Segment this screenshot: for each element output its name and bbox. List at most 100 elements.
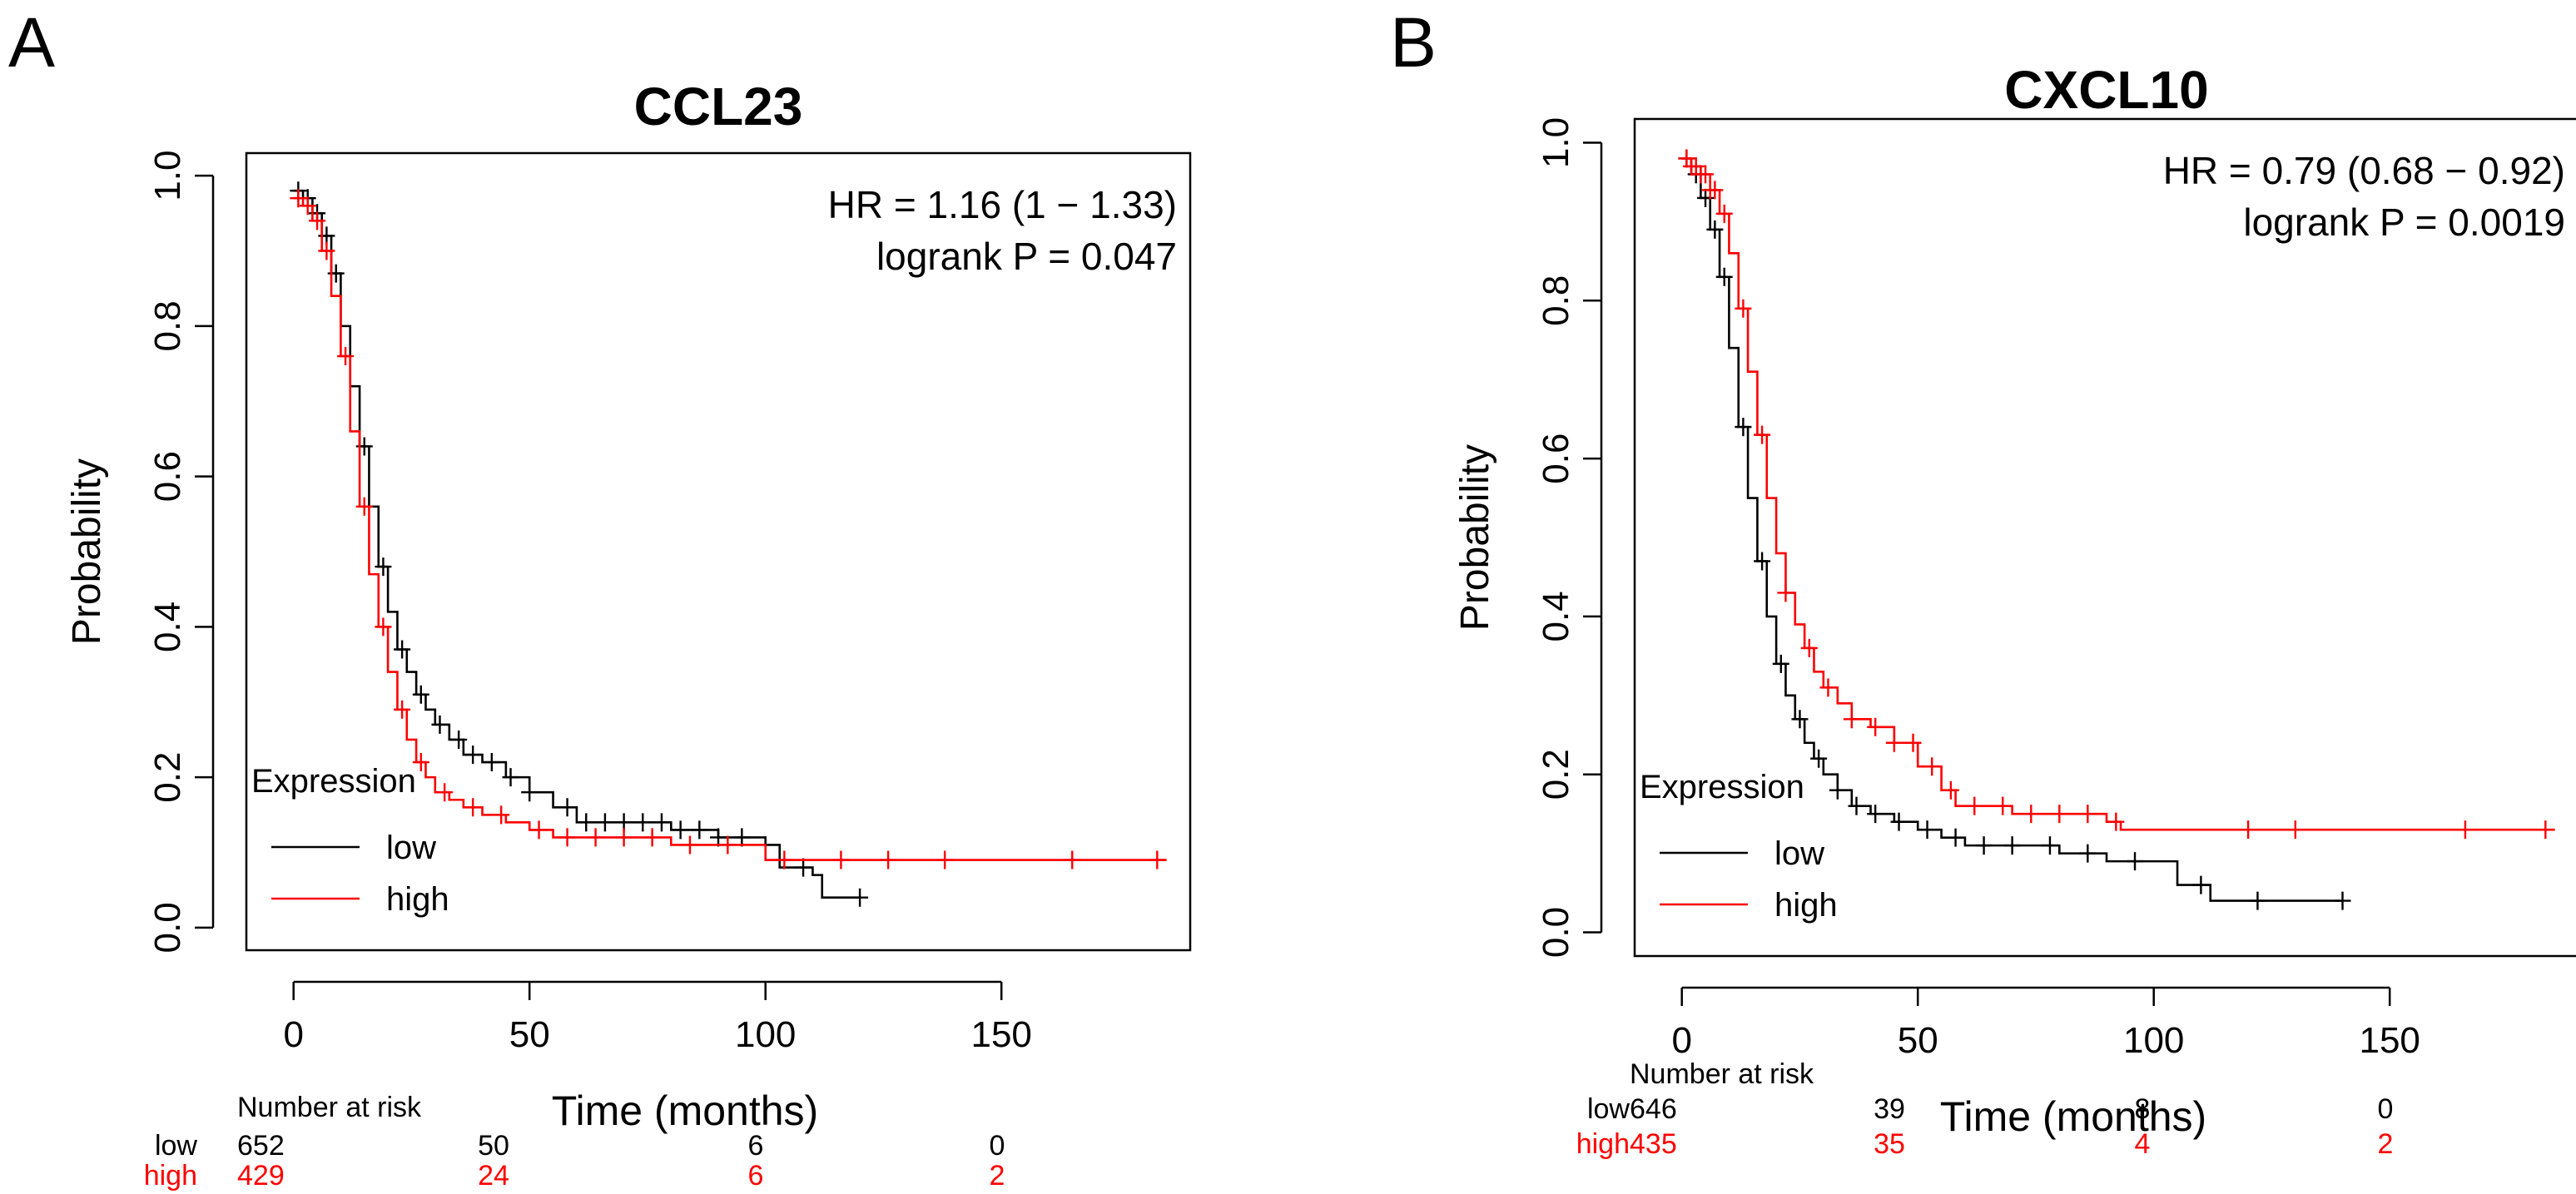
censor-mark — [733, 828, 751, 847]
risk-value: 0 — [2378, 1093, 2394, 1125]
censor-mark — [337, 347, 355, 366]
censor-mark — [653, 813, 670, 832]
panel-b: B CXCL10 Probability Time (months) HR = … — [1288, 0, 2576, 1194]
censor-mark — [1706, 220, 1724, 239]
survival-line-high — [1681, 157, 2555, 831]
censor-mark — [1706, 181, 1724, 200]
series-high — [290, 189, 1167, 869]
censor-mark — [1947, 828, 1964, 847]
censor-mark — [587, 828, 604, 847]
y-tick-label: 0.8 — [1536, 275, 1576, 326]
survival-line-high — [293, 196, 1167, 861]
censor-mark — [2003, 836, 2021, 855]
censor-mark — [1819, 678, 1837, 697]
censor-mark — [1064, 850, 1081, 869]
censor-mark — [1678, 149, 1695, 168]
censor-mark — [710, 828, 727, 847]
legend-title: Expression — [1640, 769, 1804, 805]
y-tick-label: 0.4 — [147, 602, 188, 652]
censor-mark — [1942, 780, 1959, 800]
censor-mark — [464, 746, 482, 765]
plot-frame — [1633, 117, 2576, 958]
censor-mark — [290, 189, 307, 208]
censor-mark — [1904, 733, 1922, 752]
censor-mark — [776, 850, 793, 869]
x-tick-label: 50 — [1898, 1020, 1938, 1061]
censor-mark — [2456, 820, 2474, 840]
censor-mark — [502, 768, 519, 787]
chart-title: CXCL10 — [2004, 60, 2208, 120]
censor-mark — [1149, 850, 1166, 869]
x-axis-title: Time (months) — [552, 1087, 818, 1134]
censor-mark — [795, 858, 812, 877]
risk-row-label-high: high — [144, 1160, 197, 1192]
censor-mark — [464, 798, 482, 817]
censor-mark — [355, 497, 373, 516]
censor-mark — [1867, 805, 1884, 824]
censor-mark — [2334, 891, 2351, 910]
x-tick-label: 50 — [509, 1014, 550, 1055]
censor-mark — [2079, 805, 2097, 824]
censor-mark — [493, 805, 510, 825]
x-tick-label: 150 — [970, 1014, 1031, 1055]
survival-chart-a: A CCL23 Probability Time (months) HR = 1… — [8, 3, 1192, 1192]
legend-label-high: high — [386, 881, 449, 918]
censor-mark — [880, 850, 897, 869]
censor-mark — [412, 685, 429, 704]
censor-mark — [1735, 299, 1752, 318]
censor-mark — [1715, 267, 1733, 286]
censor-mark — [1918, 820, 1936, 840]
risk-value: 6 — [748, 1160, 764, 1192]
y-tick-label: 0.2 — [147, 752, 188, 803]
censor-mark — [578, 813, 595, 832]
y-tick-label: 0.6 — [1536, 434, 1576, 484]
censor-mark — [1848, 796, 1865, 815]
y-tick-label: 0.4 — [1536, 591, 1576, 642]
censor-mark — [1697, 165, 1715, 184]
censor-mark — [832, 850, 850, 869]
y-tick-label: 0.6 — [147, 451, 188, 502]
censor-mark — [309, 211, 326, 230]
risk-value: 24 — [478, 1160, 509, 1192]
censor-mark — [2107, 812, 2125, 831]
censor-mark — [355, 437, 373, 456]
censor-mark — [431, 715, 449, 734]
censor-mark — [2079, 844, 2097, 863]
censor-mark — [1687, 156, 1705, 176]
risk-value: 50 — [478, 1130, 509, 1162]
logrank-p-text: logrank P = 0.0019 — [2243, 201, 2565, 244]
censor-mark — [2537, 820, 2554, 840]
censor-mark — [394, 700, 411, 719]
censor-mark — [1754, 552, 1771, 571]
censor-mark — [1975, 836, 1993, 855]
hazard-ratio-text: HR = 0.79 (0.68 − 0.92) — [2163, 149, 2565, 192]
x-tick-label: 150 — [2359, 1020, 2420, 1061]
censor-mark — [558, 828, 576, 847]
x-tick-label: 100 — [735, 1014, 796, 1055]
risk-value: 2 — [2378, 1128, 2394, 1160]
censor-mark — [1791, 710, 1809, 729]
censor-mark — [558, 798, 576, 817]
risk-value: 435 — [1630, 1128, 1677, 1160]
legend-title: Expression — [251, 763, 416, 800]
risk-table-title: Number at risk — [237, 1092, 422, 1123]
panel-label: A — [8, 3, 55, 82]
censor-mark — [1829, 780, 1846, 800]
plot-frame — [245, 151, 1192, 952]
censor-mark — [412, 753, 429, 772]
censor-mark — [643, 828, 661, 847]
censor-mark — [375, 557, 392, 577]
risk-value: 4 — [2135, 1128, 2151, 1160]
risk-value: 652 — [237, 1130, 285, 1162]
censor-mark — [1966, 796, 1983, 815]
censor-mark — [1800, 638, 1818, 657]
y-axis-title: Probability — [65, 458, 109, 645]
risk-row-label-low: low — [1587, 1093, 1630, 1125]
censor-mark — [672, 820, 689, 840]
panel-a: A CCL23 Probability Time (months) HR = 1… — [8, 3, 1192, 1192]
x-tick-label: 0 — [283, 1014, 303, 1055]
censor-mark — [2051, 805, 2068, 824]
censor-mark — [851, 888, 869, 907]
censor-mark — [681, 835, 698, 855]
risk-value: 8 — [2135, 1093, 2151, 1125]
